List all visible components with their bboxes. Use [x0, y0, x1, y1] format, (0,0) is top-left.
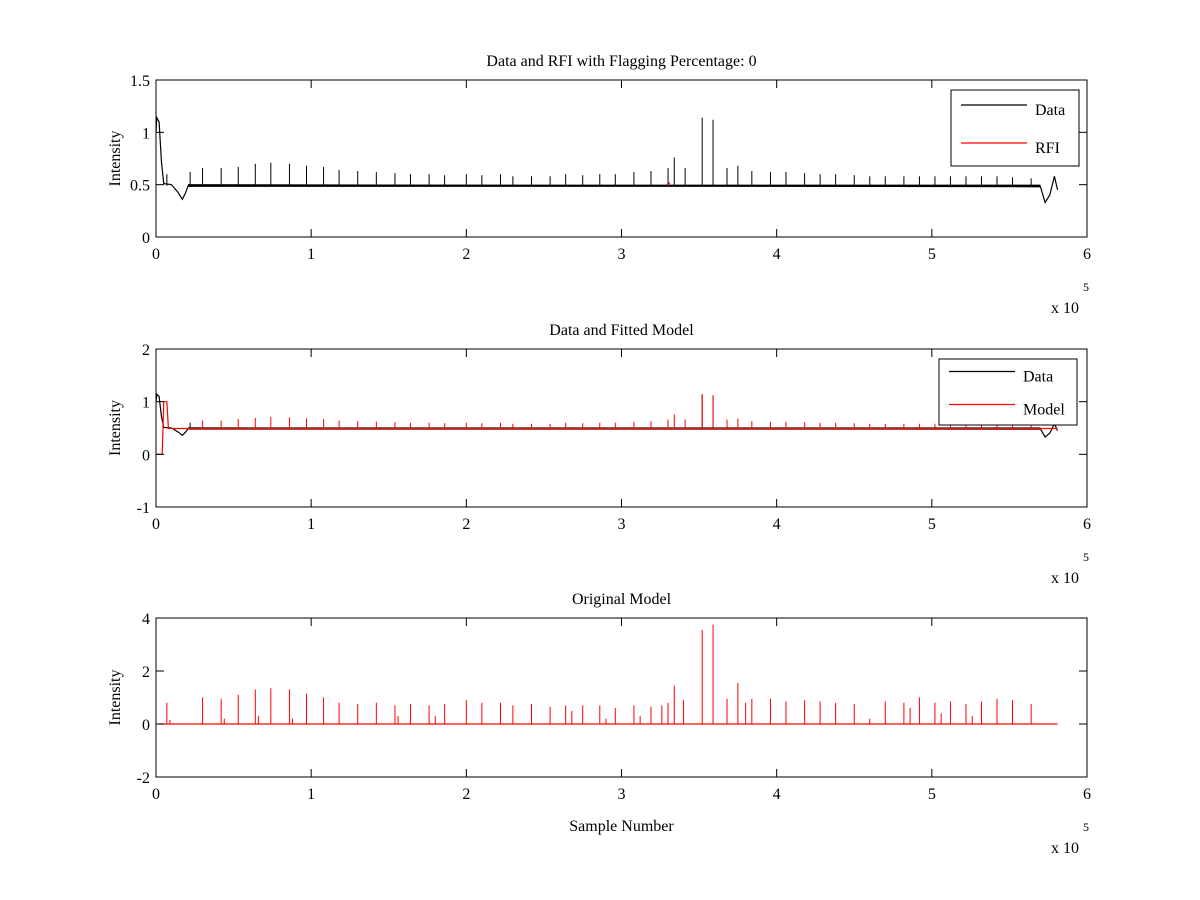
y-tick-label: 0.5	[130, 178, 150, 195]
chart-1: Data and RFI with Flagging Percentage: 0…	[107, 53, 1091, 317]
x-tick-label: 5	[928, 246, 936, 263]
y-tick-label: 0	[142, 717, 150, 734]
axes-box	[155, 79, 1088, 238]
series-line	[667, 182, 671, 186]
y-tick-label: -1	[137, 500, 150, 517]
x-tick-label: 1	[307, 786, 315, 803]
x-multiplier-base: x 10	[1051, 570, 1079, 587]
chart-title: Data and RFI with Flagging Percentage: 0	[486, 53, 756, 70]
series-line	[156, 115, 1059, 204]
series-data	[156, 115, 1059, 204]
x-tick-label: 2	[462, 516, 470, 533]
x-tick-label: 3	[618, 516, 626, 533]
x-tick-label: 5	[928, 786, 936, 803]
y-tick-label: 1	[142, 125, 150, 142]
chart-title: Original Model	[572, 591, 672, 608]
y-tick-label: -2	[137, 770, 150, 787]
series-line	[156, 401, 1058, 455]
x-tick-label: 5	[928, 516, 936, 533]
y-tick-label: 2	[142, 342, 150, 359]
plot-area	[156, 115, 1059, 204]
series-model	[159, 624, 1058, 725]
x-tick-label: 6	[1083, 786, 1091, 803]
legend: Data RFI	[950, 89, 1080, 167]
x-multiplier-power: 5	[1083, 820, 1089, 834]
axes-box	[155, 617, 1088, 778]
legend-box	[950, 89, 1080, 167]
plot-area	[159, 624, 1058, 725]
x-tick-label: 6	[1083, 246, 1091, 263]
x-tick-label: 3	[618, 786, 626, 803]
x-tick-label: 0	[152, 516, 160, 533]
y-tick-label: 0	[142, 447, 150, 464]
x-tick-label: 0	[152, 246, 160, 263]
y-tick-label: 0	[142, 230, 150, 247]
x-tick-label: 3	[618, 246, 626, 263]
x-tick-label: 6	[1083, 516, 1091, 533]
series-model	[156, 394, 1058, 455]
x-tick-label: 1	[307, 246, 315, 263]
legend: Data Model	[938, 358, 1078, 426]
legend-entry: Model	[1023, 402, 1065, 419]
legend-entry: RFI	[1035, 140, 1060, 157]
y-tick-label: 4	[142, 611, 150, 628]
x-multiplier-base: x 10	[1051, 300, 1079, 317]
plot-area	[156, 393, 1059, 455]
x-tick-label: 4	[773, 516, 781, 533]
y-axis-label: Intensity	[107, 131, 124, 187]
y-tick-label: 1.5	[130, 73, 150, 90]
y-axis-label: Intensity	[107, 400, 124, 456]
legend-entry: Data	[1023, 369, 1053, 386]
chart-title: Data and Fitted Model	[549, 322, 694, 339]
x-multiplier-base: x 10	[1051, 840, 1079, 857]
x-tick-label: 1	[307, 516, 315, 533]
y-tick-label: 2	[142, 664, 150, 681]
series-rfi	[667, 182, 671, 186]
x-multiplier-power: 5	[1083, 280, 1089, 294]
legend-entry: Data	[1035, 102, 1065, 119]
x-axis-label: Sample Number	[569, 818, 674, 835]
series-line	[156, 393, 1059, 438]
series-data	[156, 393, 1059, 438]
x-multiplier-power: 5	[1083, 550, 1089, 564]
legend-box	[938, 358, 1078, 426]
x-tick-label: 2	[462, 786, 470, 803]
x-tick-label: 0	[152, 786, 160, 803]
y-axis-label: Intensity	[107, 670, 124, 726]
x-tick-label: 4	[773, 786, 781, 803]
x-tick-label: 2	[462, 246, 470, 263]
y-tick-label: 1	[142, 395, 150, 412]
x-tick-label: 4	[773, 246, 781, 263]
